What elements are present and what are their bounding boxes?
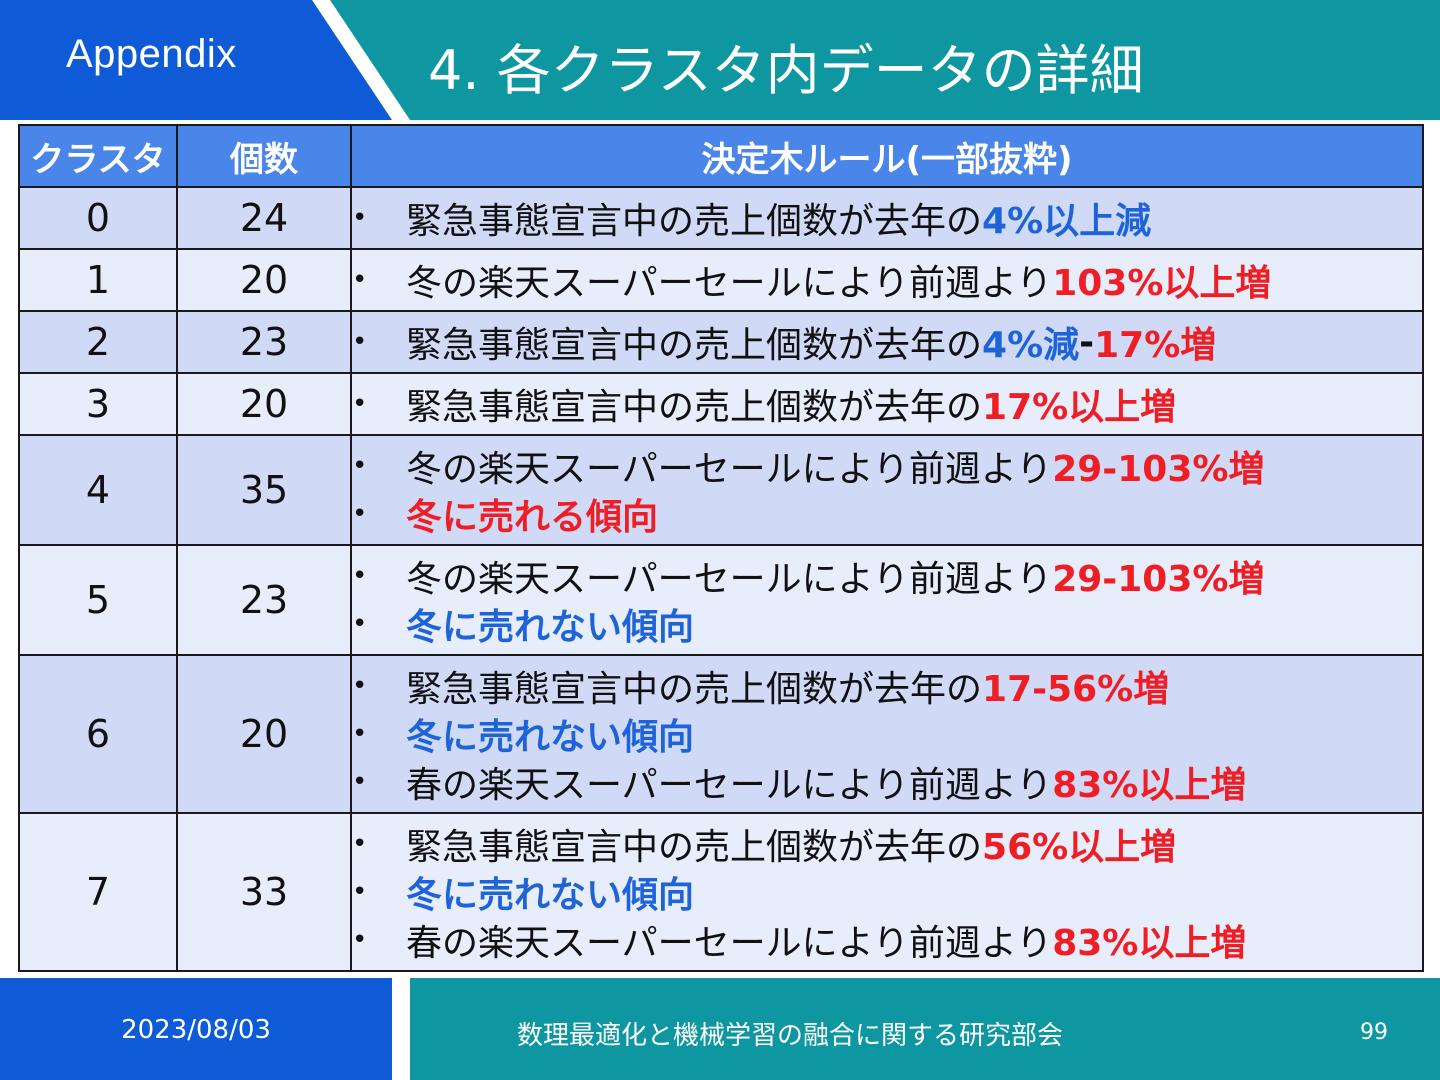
cluster-count-cell: 33: [176, 812, 352, 972]
cluster-id-cell: 1: [18, 248, 178, 312]
cluster-id-cell: 0: [18, 186, 178, 250]
cluster-count-cell: 20: [176, 654, 352, 814]
rule-text: 冬の楽天スーパーセールにより前週より: [406, 449, 1053, 490]
rule-highlight: 29-103%増: [1052, 449, 1265, 490]
rule-cell: • 緊急事態宣言中の売上個数が去年の 4%減 -17%増: [350, 310, 1424, 374]
page-number: 99: [1360, 1020, 1388, 1045]
footer-conference: 数理最適化と機械学習の融合に関する研究部会: [516, 1021, 1063, 1051]
table-row: 3 20 • 緊急事態宣言中の売上個数が去年の 17%以上増: [18, 372, 1424, 436]
bullet-icon: •: [352, 767, 368, 797]
table-row: 6 20 • 緊急事態宣言中の売上個数が去年の 17-56%増 • 冬に売れない傾向 • 春の楽…: [18, 654, 1424, 814]
cluster-id-cell: 2: [18, 310, 178, 374]
column-header-cluster: クラスタ: [18, 124, 178, 188]
rule-text: 冬の楽天スーパーセールにより前週より: [406, 263, 1053, 304]
bullet-icon: •: [352, 499, 368, 529]
footer-date: 2023/08/03: [121, 1015, 271, 1045]
table-row: 5 23 • 冬の楽天スーパーセールにより前週より 29-103%増 • 冬に売れない傾向: [18, 544, 1424, 656]
rule-item: • 冬に売れない傾向: [352, 710, 1422, 758]
cluster-id-cell: 6: [18, 654, 178, 814]
rule-highlight: 冬に売れない傾向: [406, 607, 695, 648]
rule-text: 春の楽天スーパーセールにより前週より: [406, 923, 1053, 964]
cluster-table: クラスタ 個数 決定木ルール(一部抜粋) 0 24 • 緊急事態宣言中の売上個数が去年…: [18, 124, 1424, 972]
rule-text: 春の楽天スーパーセールにより前週より: [406, 765, 1053, 806]
bullet-icon: •: [352, 719, 368, 749]
rule-highlight: 冬に売れない傾向: [406, 875, 695, 916]
rule-item: • 冬の楽天スーパーセールにより前週より 29-103%増: [352, 442, 1422, 490]
rule-highlight: 冬に売れる傾向: [406, 497, 659, 538]
column-header-rules: 決定木ルール(一部抜粋): [350, 124, 1424, 188]
bullet-icon: •: [352, 389, 368, 419]
rule-highlight: 4%以上減: [982, 201, 1152, 242]
rule-highlight: 17-56%増: [982, 669, 1170, 710]
rule-item: • 冬に売れない傾向: [352, 600, 1422, 648]
table-header-row: クラスタ 個数 決定木ルール(一部抜粋): [18, 124, 1424, 188]
column-header-count: 個数: [176, 124, 352, 188]
rule-item: • 緊急事態宣言中の売上個数が去年の 56%以上増: [352, 820, 1422, 868]
bullet-icon: •: [352, 203, 368, 233]
rule-highlight: 83%以上増: [1052, 765, 1247, 806]
cluster-id-cell: 3: [18, 372, 178, 436]
rule-item: • 春の楽天スーパーセールにより前週より 83%以上増: [352, 758, 1422, 806]
rule-cell: • 冬の楽天スーパーセールにより前週より 103%以上増: [350, 248, 1424, 312]
section-label: Appendix: [66, 32, 237, 76]
table-row: 4 35 • 冬の楽天スーパーセールにより前週より 29-103%増 • 冬に売れる傾向: [18, 434, 1424, 546]
table-row: 2 23 • 緊急事態宣言中の売上個数が去年の 4%減 -17%増: [18, 310, 1424, 374]
rule-text: 緊急事態宣言中の売上個数が去年の: [406, 201, 983, 242]
rule-highlight: 17%増: [1094, 325, 1217, 366]
bullet-icon: •: [352, 327, 368, 357]
cluster-count-cell: 35: [176, 434, 352, 546]
rule-cell: • 冬の楽天スーパーセールにより前週より 29-103%増 • 冬に売れる傾向: [350, 434, 1424, 546]
table-row: 0 24 • 緊急事態宣言中の売上個数が去年の 4%以上減: [18, 186, 1424, 250]
rule-text: 緊急事態宣言中の売上個数が去年の: [406, 669, 983, 710]
rule-cell: • 緊急事態宣言中の売上個数が去年の 4%以上減: [350, 186, 1424, 250]
rule-item: • 緊急事態宣言中の売上個数が去年の 4%以上減: [352, 194, 1422, 242]
cluster-id-cell: 7: [18, 812, 178, 972]
bullet-icon: •: [352, 451, 368, 481]
rule-text: 緊急事態宣言中の売上個数が去年の: [406, 325, 983, 366]
cluster-count-cell: 23: [176, 310, 352, 374]
rule-highlight: 83%以上増: [1052, 923, 1247, 964]
bullet-icon: •: [352, 609, 368, 639]
table-body: 0 24 • 緊急事態宣言中の売上個数が去年の 4%以上減 1 20 • 冬の楽天スーパーセール…: [18, 186, 1424, 972]
rule-highlight: 17%以上増: [982, 387, 1177, 428]
rule-item: • 緊急事態宣言中の売上個数が去年の 17%以上増: [352, 380, 1422, 428]
bullet-icon: •: [352, 561, 368, 591]
rule-highlight: -: [1079, 321, 1095, 363]
rule-highlight: 56%以上増: [982, 827, 1177, 868]
rule-highlight: 29-103%増: [1052, 559, 1265, 600]
rule-text: 緊急事態宣言中の売上個数が去年の: [406, 827, 983, 868]
cluster-count-cell: 20: [176, 372, 352, 436]
rule-cell: • 冬の楽天スーパーセールにより前週より 29-103%増 • 冬に売れない傾向: [350, 544, 1424, 656]
rule-item: • 緊急事態宣言中の売上個数が去年の 4%減 -17%増: [352, 318, 1422, 367]
rule-item: • 冬の楽天スーパーセールにより前週より 103%以上増: [352, 256, 1422, 304]
cluster-id-cell: 5: [18, 544, 178, 656]
rule-text: 冬の楽天スーパーセールにより前週より: [406, 559, 1053, 600]
rule-cell: • 緊急事態宣言中の売上個数が去年の 56%以上増 • 冬に売れない傾向 • 春の楽天スーパ…: [350, 812, 1424, 972]
cluster-count-cell: 24: [176, 186, 352, 250]
table-row: 1 20 • 冬の楽天スーパーセールにより前週より 103%以上増: [18, 248, 1424, 312]
cluster-id-cell: 4: [18, 434, 178, 546]
rule-item: • 緊急事態宣言中の売上個数が去年の 17-56%増: [352, 662, 1422, 710]
rule-item: • 春の楽天スーパーセールにより前週より 83%以上増: [352, 916, 1422, 964]
footer-date-block: [0, 978, 392, 1080]
rule-item: • 冬の楽天スーパーセールにより前週より 29-103%増: [352, 552, 1422, 600]
cluster-count-cell: 23: [176, 544, 352, 656]
rule-highlight: 4%減: [982, 325, 1080, 366]
bullet-icon: •: [352, 925, 368, 955]
bullet-icon: •: [352, 829, 368, 859]
bullet-icon: •: [352, 671, 368, 701]
rule-cell: • 緊急事態宣言中の売上個数が去年の 17%以上増: [350, 372, 1424, 436]
slide-title: 4. 各クラスタ内データの詳細: [428, 39, 1144, 102]
rule-item: • 冬に売れる傾向: [352, 490, 1422, 538]
bullet-icon: •: [352, 265, 368, 295]
rule-text: 緊急事態宣言中の売上個数が去年の: [406, 387, 983, 428]
bullet-icon: •: [352, 877, 368, 907]
rule-highlight: 冬に売れない傾向: [406, 717, 695, 758]
rule-highlight: 103%以上増: [1052, 263, 1272, 304]
footer-bar: [410, 978, 1440, 1080]
rule-item: • 冬に売れない傾向: [352, 868, 1422, 916]
cluster-count-cell: 20: [176, 248, 352, 312]
table-row: 7 33 • 緊急事態宣言中の売上個数が去年の 56%以上増 • 冬に売れない傾向 • 春の楽天…: [18, 812, 1424, 972]
rule-cell: • 緊急事態宣言中の売上個数が去年の 17-56%増 • 冬に売れない傾向 • 春の楽天スー…: [350, 654, 1424, 814]
